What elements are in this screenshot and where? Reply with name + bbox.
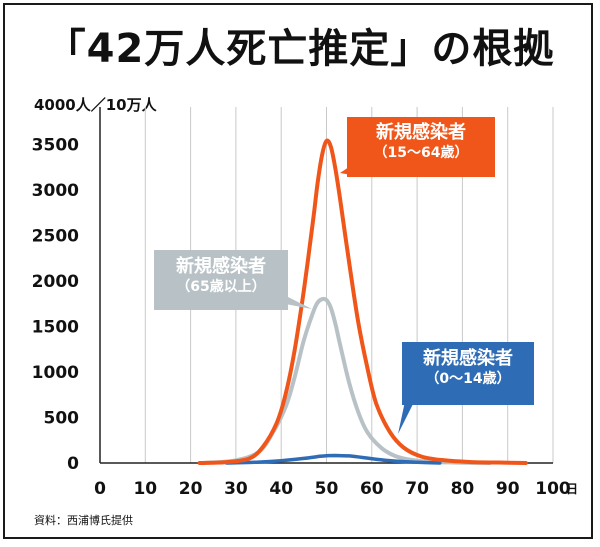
callout-gray-line2: （65歳以上） <box>176 278 266 295</box>
y-tick-label-1500: 1500 <box>32 318 79 338</box>
callout-orange-series: 新規感染者 （15〜64歳） <box>347 117 495 177</box>
series-line-0-14 <box>225 453 442 465</box>
callout-gray-series: 新規感染者 （65歳以上） <box>154 250 288 310</box>
x-tick-label-30: 30 <box>224 479 248 499</box>
x-tick-label-100: 100 <box>535 479 571 499</box>
callout-box-orange-pointer <box>340 165 352 175</box>
y-tick-label-2000: 2000 <box>32 272 79 292</box>
y-tick-label-3000: 3000 <box>32 181 79 201</box>
y-tick-label-500: 500 <box>44 409 80 429</box>
y-tick-label-1000: 1000 <box>32 363 79 383</box>
y-tick-label-3500: 3500 <box>32 136 79 156</box>
callout-box-gray <box>154 250 288 310</box>
x-tick-label-0: 0 <box>94 479 106 499</box>
x-axis-unit-label: 日 <box>566 482 578 496</box>
callout-orange-line2: （15〜64歳） <box>373 144 469 161</box>
series-line-65-plus <box>202 296 492 465</box>
callout-orange-line1: 新規感染者 <box>376 122 466 143</box>
y-tick-label-0: 0 <box>67 454 79 474</box>
x-tick-label-70: 70 <box>405 479 429 499</box>
series-line-15-64 <box>197 138 528 465</box>
source-note: 資料：西浦博氏提供 <box>34 514 133 527</box>
y-axis-unit-label: 4000人／10万人 <box>34 96 157 114</box>
callout-box-orange <box>347 117 495 177</box>
x-tick-label-40: 40 <box>269 479 293 499</box>
x-tick-label-60: 60 <box>360 479 384 499</box>
x-tick-label-90: 90 <box>496 479 520 499</box>
callout-blue-line1: 新規感染者 <box>423 348 513 369</box>
callout-box-gray-pointer <box>280 293 312 309</box>
callout-box-blue <box>402 342 534 405</box>
x-tick-label-10: 10 <box>133 479 157 499</box>
callout-blue-series: 新規感染者 （0〜14歳） <box>402 342 534 405</box>
callout-box-blue-pointer <box>398 392 416 434</box>
x-tick-label-50: 50 <box>315 479 339 499</box>
callout-gray-line1: 新規感染者 <box>176 256 266 277</box>
x-tick-label-20: 20 <box>179 479 203 499</box>
y-tick-label-2500: 2500 <box>32 227 79 247</box>
x-tick-label-80: 80 <box>451 479 475 499</box>
callout-blue-line2: （0〜14歳） <box>425 370 511 387</box>
chart-title: 「42万人死亡推定」の根拠 <box>45 26 555 72</box>
chart-frame <box>3 3 593 539</box>
